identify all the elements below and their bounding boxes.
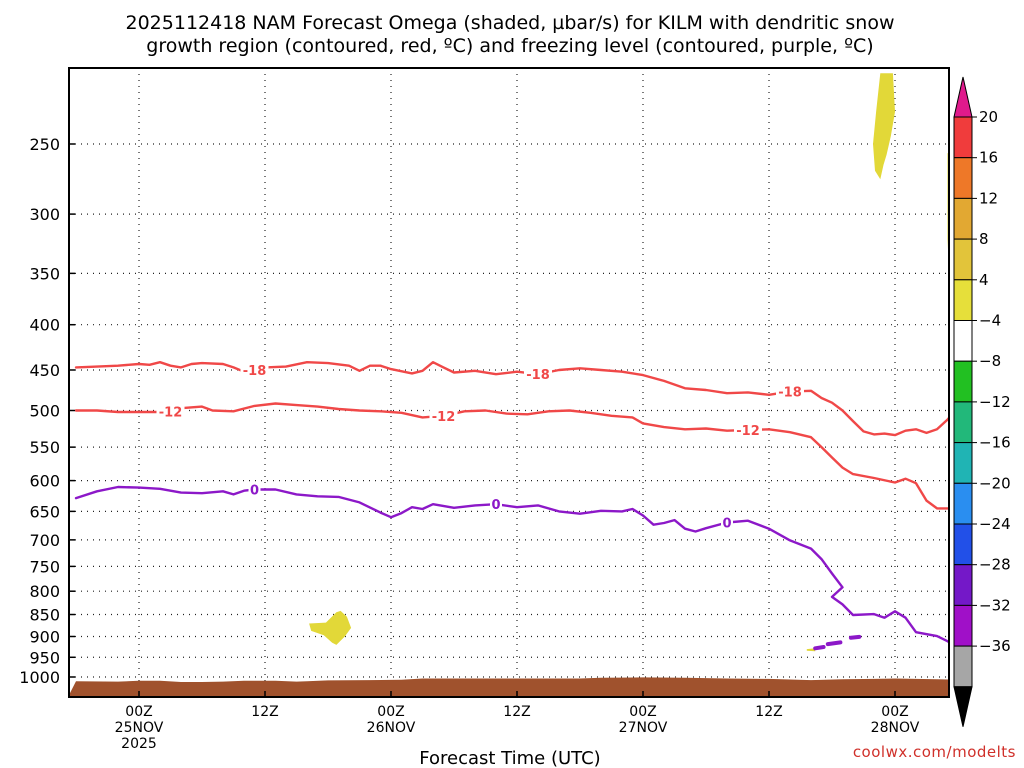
contour-label-bg-0-2 xyxy=(776,383,804,399)
ytick-label-850: 850 xyxy=(29,606,60,625)
xtick-label-66-0: 12Z xyxy=(755,704,782,720)
omega-positive-patch-small xyxy=(806,648,816,652)
contour-label-0-1: -18 xyxy=(526,368,550,383)
colorbar-tick-label-4: 4 xyxy=(979,271,989,289)
xtick-label-78-1: 28NOV xyxy=(871,720,920,736)
y-axis-ticks: 250 300 350 400 450 500 550 600 650 700 750 800 850 9… xyxy=(19,135,75,687)
colorbar-swatch-10 xyxy=(953,523,973,566)
xtick-label-30-0: 00Z xyxy=(377,704,404,720)
colorbar-below-triangle xyxy=(953,686,973,727)
xtick-label-18-0: 12Z xyxy=(251,704,278,720)
colorbar-tick-label-1: 16 xyxy=(979,149,998,167)
colorbar-tick-label-6: −8 xyxy=(979,352,1001,370)
ytick-label-250: 250 xyxy=(29,135,60,154)
ytick-label-350: 350 xyxy=(29,264,60,283)
contour-dendritic--18c xyxy=(74,361,949,437)
colorbar-swatch-3 xyxy=(953,238,973,281)
ytick-label-700: 700 xyxy=(29,531,60,550)
contour-label-1-0: -12 xyxy=(159,405,183,420)
colorbar-swatch-11 xyxy=(953,564,973,606)
colorbar-swatch-12 xyxy=(953,604,973,647)
colorbar-tick-label-10: −24 xyxy=(979,515,1011,533)
colorbar-tick-label-0: 20 xyxy=(979,108,998,126)
colorbar-tick-label-2: 12 xyxy=(979,189,998,207)
xtick-label-6-1: 25NOV xyxy=(115,720,164,736)
ytick-label-500: 500 xyxy=(29,402,60,421)
contour-label-2-0: 0 xyxy=(250,483,259,498)
ytick-label-950: 950 xyxy=(29,648,60,667)
colorbar-tick-label-7: −12 xyxy=(979,393,1011,411)
colorbar-swatch-0 xyxy=(953,116,973,159)
colorbar-swatch-2 xyxy=(953,197,973,240)
ytick-label-650: 650 xyxy=(29,502,60,521)
colorbar-swatch-8 xyxy=(953,442,973,484)
colorbar-tick-label-3: 8 xyxy=(979,230,989,248)
xtick-label-6-2: 2025 xyxy=(121,736,157,752)
contour-dendritic--12c xyxy=(74,402,949,510)
freezing-level-fragment-2 xyxy=(825,640,843,647)
colorbar-tick-label-12: −32 xyxy=(979,596,1011,614)
xtick-label-78-0: 00Z xyxy=(881,704,908,720)
surface-fill xyxy=(69,677,949,697)
xtick-label-42-0: 12Z xyxy=(503,704,530,720)
contour-label-bg-2-1 xyxy=(490,496,502,512)
terrain-layer xyxy=(69,677,949,697)
contour-label-bg-1-2 xyxy=(734,421,762,437)
xtick-label-6-0: 00Z xyxy=(125,704,152,720)
contour-layer: -18 -18 -18 -12 -12 -12 0 0 0 xyxy=(74,361,949,651)
contour-label-bg-0-1 xyxy=(524,366,552,382)
colorbar-tick-label-5: −4 xyxy=(979,312,1001,330)
ytick-label-450: 450 xyxy=(29,361,60,380)
contour-label-0-0: -18 xyxy=(243,364,267,379)
ytick-label-900: 900 xyxy=(29,627,60,646)
colorbar-tick-label-13: −36 xyxy=(979,637,1011,655)
contour-label-0-2: -18 xyxy=(778,386,802,401)
plot-area xyxy=(69,68,949,697)
omega-positive-patch-low xyxy=(309,610,352,645)
contour-label-bg-2-0 xyxy=(248,481,261,497)
colorbar-tick-label-8: −16 xyxy=(979,434,1011,452)
x-axis-label: Forecast Time (UTC) xyxy=(419,748,600,768)
xtick-label-54-0: 00Z xyxy=(629,704,656,720)
chart-title-line-1: 2025112418 NAM Forecast Omega (shaded, µ… xyxy=(126,12,895,34)
contour-label-2-1: 0 xyxy=(491,498,500,513)
ytick-label-600: 600 xyxy=(29,472,60,491)
ytick-label-800: 800 xyxy=(29,582,60,601)
contour-label-1-2: -12 xyxy=(736,424,760,439)
credit-text[interactable]: coolwx.com/modelts xyxy=(853,743,1016,761)
chart-title-line-2: growth region (contoured, red, ºC) and f… xyxy=(146,35,873,57)
contour-label-bg-0-0 xyxy=(240,361,269,377)
contour-label-bg-2-2 xyxy=(721,514,733,530)
colorbar-above-triangle xyxy=(953,76,973,118)
colorbar-swatch-5 xyxy=(953,320,973,362)
plot-frame xyxy=(68,67,950,698)
colorbar-swatch-7 xyxy=(953,401,973,444)
colorbar-swatch-9 xyxy=(953,482,973,525)
colorbar-swatch-13 xyxy=(953,645,973,688)
contour-label-bg-1-1 xyxy=(429,407,458,423)
contour-label-2-2: 0 xyxy=(722,516,731,531)
xtick-label-54-1: 27NOV xyxy=(619,720,668,736)
ytick-label-400: 400 xyxy=(29,316,60,335)
contour-label-1-1: -12 xyxy=(432,410,456,425)
freezing-level-fragment-3 xyxy=(848,634,862,640)
ytick-label-1000: 1000 xyxy=(19,668,60,687)
xtick-label-30-1: 26NOV xyxy=(367,720,416,736)
ytick-label-300: 300 xyxy=(29,205,60,224)
colorbar-swatch-4 xyxy=(953,279,973,321)
colorbar-tick-label-11: −28 xyxy=(979,556,1011,574)
ytick-label-550: 550 xyxy=(29,438,60,457)
colorbar-swatch-6 xyxy=(953,360,973,403)
omega-positive-patch-upper xyxy=(873,73,895,180)
contour-label-bg-1-0 xyxy=(156,403,185,419)
ytick-label-750: 750 xyxy=(29,557,60,576)
freezing-level-fragment-1 xyxy=(813,645,826,651)
colorbar: 20 16 12 8 4 −4 −8 −12 −16 −20 −24 −28 −32 −36 xyxy=(953,76,1011,727)
colorbar-swatch-1 xyxy=(953,157,973,199)
colorbar-tick-label-9: −20 xyxy=(979,474,1011,492)
